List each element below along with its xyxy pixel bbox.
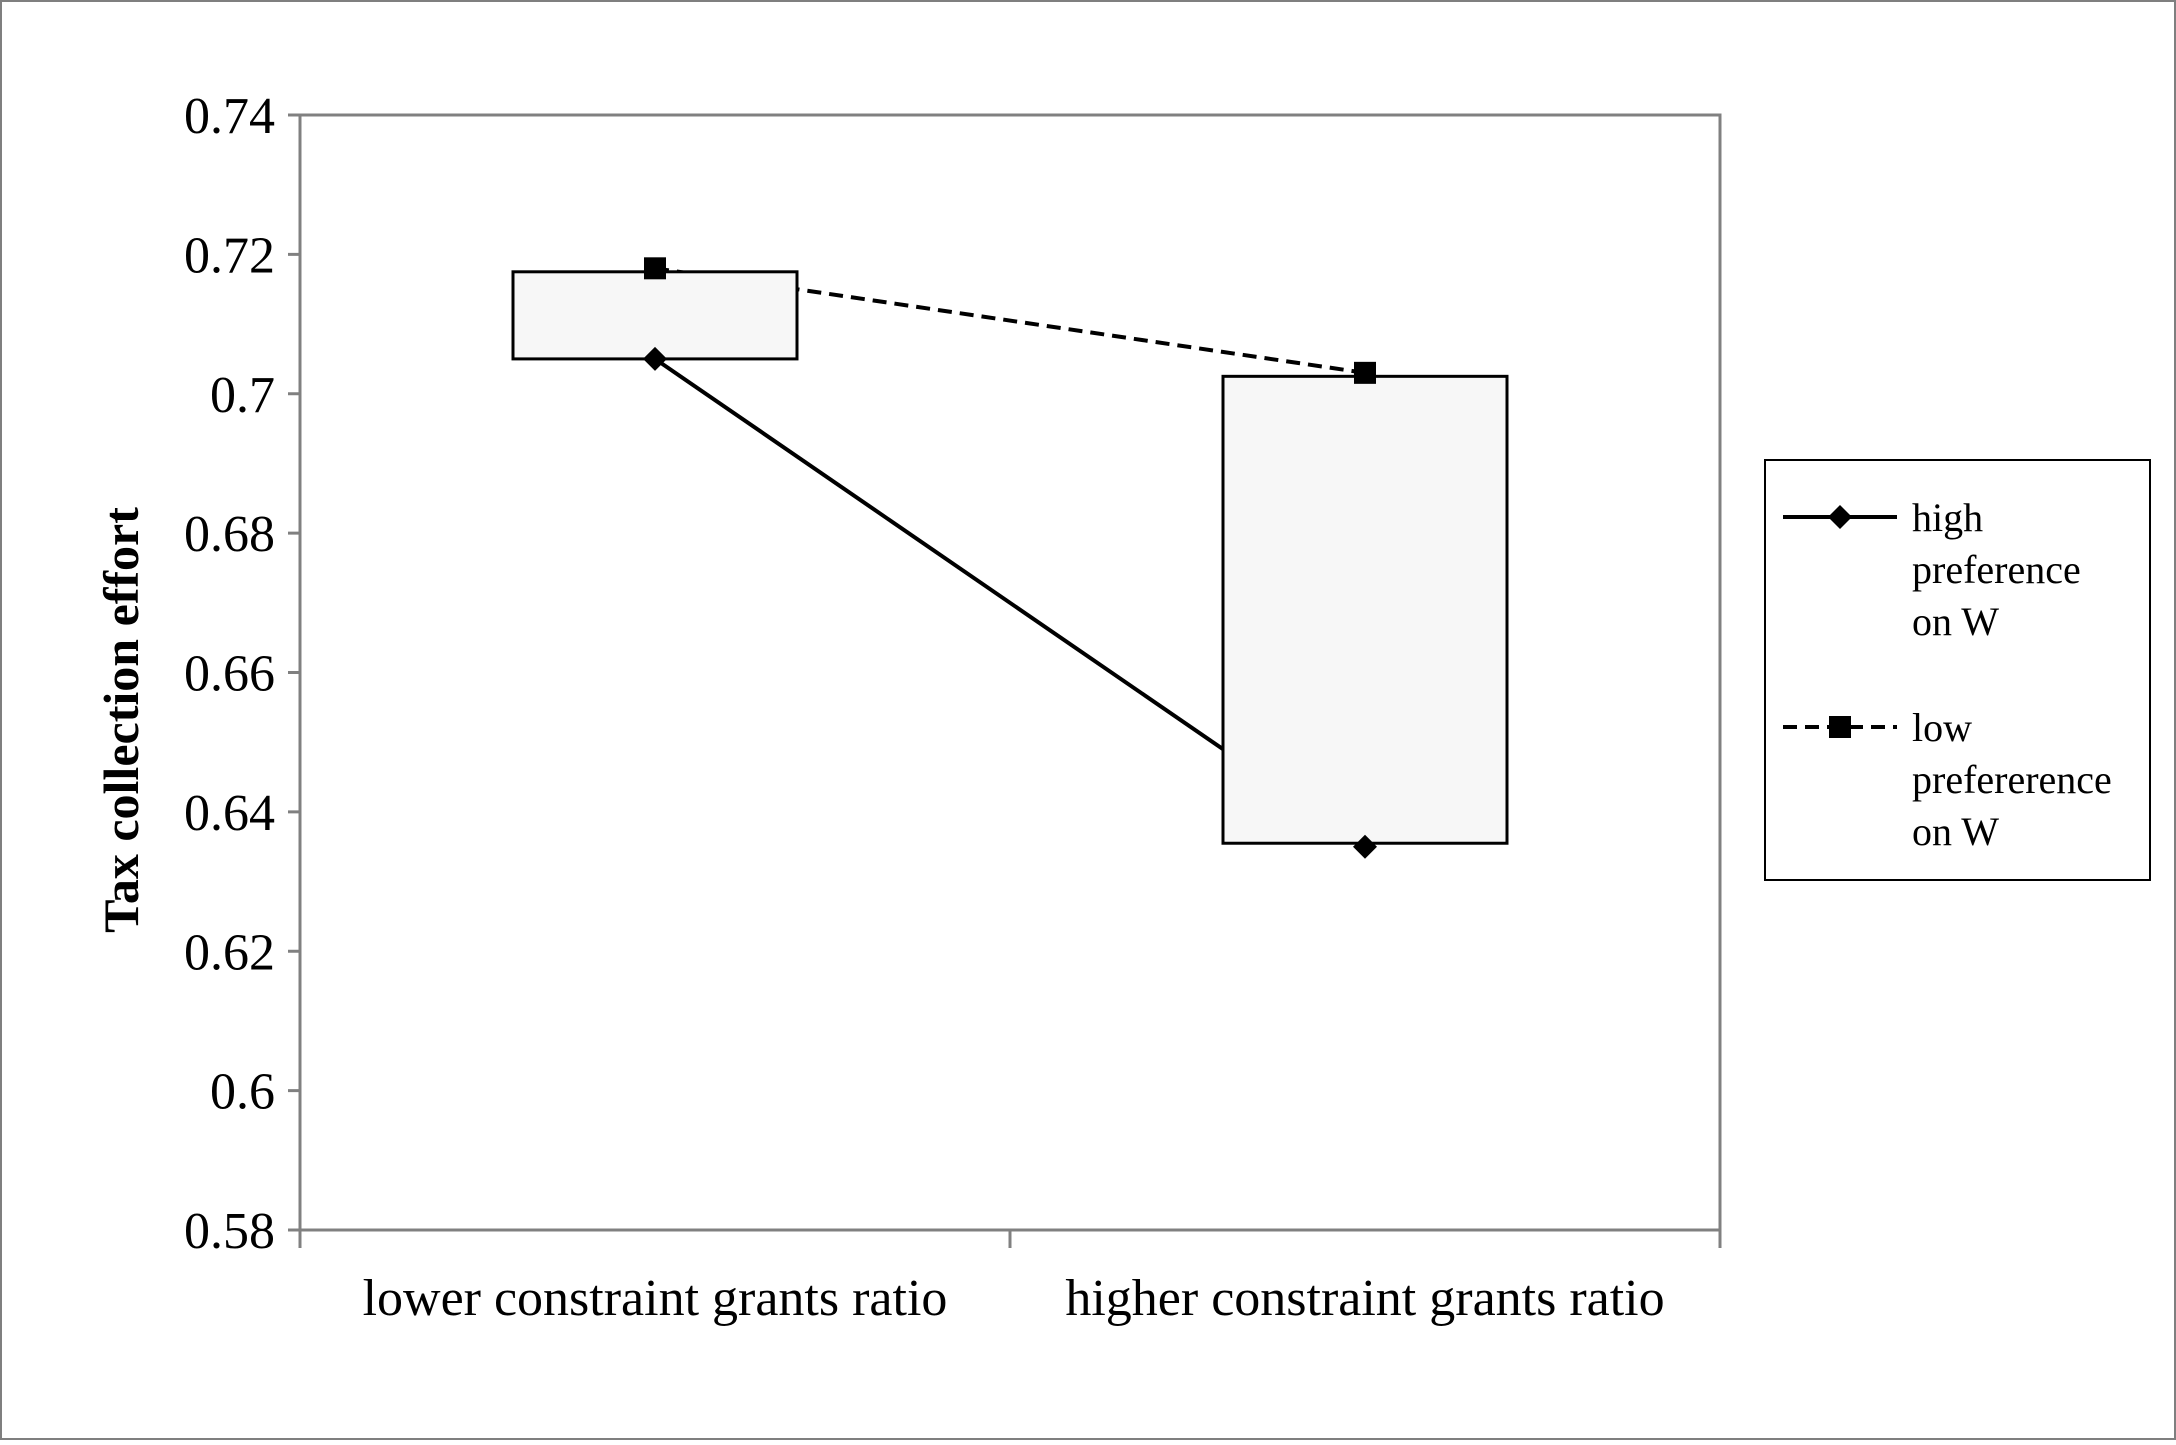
series-1-marker: [643, 346, 667, 371]
series-2-marker: [644, 257, 666, 280]
y-tick-label: 0.66: [184, 646, 275, 703]
y-tick-label: 0.64: [184, 785, 275, 842]
legend-label-line: prefererence: [1912, 757, 2112, 802]
legend-label: high preference on W: [1912, 495, 2081, 644]
legend-marker-1: [1828, 505, 1852, 529]
x-category-label: lower constraint grants ratio: [363, 1270, 948, 1327]
legend-label-line: preference: [1912, 547, 2081, 592]
y-tick-label: 0.68: [184, 506, 275, 563]
y-tick-label: 0.58: [184, 1203, 275, 1260]
legend-label-line: on W: [1912, 599, 1999, 644]
x-axis: lower constraint grants ratio higher cons…: [298, 1230, 1722, 1327]
legend-label: low prefererence on W: [1912, 705, 2112, 854]
series-2-marker: [1354, 361, 1376, 384]
range-box: [511, 270, 799, 361]
x-category-label: higher constraint grants ratio: [1065, 1270, 1664, 1327]
legend-label-line: low: [1912, 705, 1972, 750]
y-axis-title: Tax collection effort: [93, 507, 149, 933]
marker-layer: [643, 257, 1377, 859]
legend-label-line: on W: [1912, 809, 1999, 854]
box-layer: [511, 270, 1509, 845]
y-tick-label: 0.62: [184, 924, 275, 981]
series-1-marker: [1353, 834, 1377, 859]
y-axis: 0.58 0.6 0.62 0.64 0.66 0.68 0.7 0.72 0.74: [184, 88, 300, 1260]
legend-label-line: high: [1912, 495, 1983, 540]
y-tick-label: 0.7: [210, 367, 275, 424]
legend: high preference on W low prefererence on W: [1764, 459, 2151, 881]
legend-items: high preference on W low prefererence on W: [1783, 495, 2112, 854]
y-tick-label: 0.72: [184, 227, 275, 284]
y-tick-label: 0.74: [184, 88, 275, 145]
legend-box: [1764, 459, 2151, 881]
y-tick-label: 0.6: [210, 1064, 275, 1121]
range-box: [1221, 374, 1509, 845]
legend-marker-2: [1829, 716, 1851, 738]
